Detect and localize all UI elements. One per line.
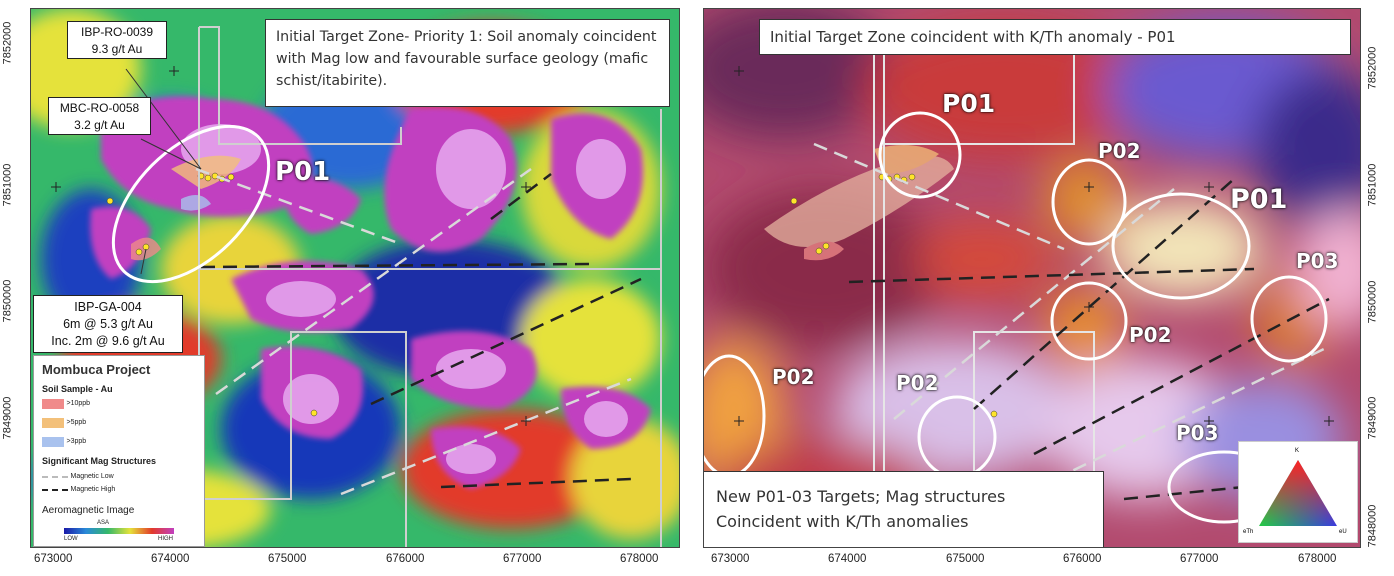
y-tick: 7851000	[1366, 163, 1379, 207]
y-tick: 7848000	[1366, 504, 1379, 548]
y-tick: 7850000	[1, 279, 14, 323]
target-label-p03: P03	[1296, 249, 1339, 273]
legend-line-label: Magnetic High	[70, 486, 116, 494]
target-label-p02: P02	[1098, 139, 1141, 163]
map-legend: Mombuca Project Soil Sample - Au >10ppb …	[33, 355, 205, 547]
map-title: Initial Target Zone- Priority 1: Soil an…	[265, 19, 670, 107]
target-label-p01: P01	[942, 89, 996, 118]
target-label-p02: P02	[896, 371, 939, 395]
x-tick: 677000	[503, 553, 542, 565]
legend-swatch	[42, 436, 64, 447]
target-ellipse	[1051, 158, 1127, 246]
y-tick: 7851000	[1, 163, 14, 207]
legend-soil-heading: Soil Sample - Au	[42, 384, 113, 394]
color-scale-bar	[64, 528, 174, 534]
legend-swatch-label: >3ppb	[66, 438, 87, 446]
legend-swatch	[42, 417, 64, 428]
y-tick: 7849000	[1366, 396, 1379, 440]
legend-swatch	[42, 398, 64, 409]
legend-line-label: Magnetic Low	[70, 473, 114, 481]
legend-scale-high: HIGH	[158, 536, 173, 542]
y-tick: 7850000	[1366, 280, 1379, 324]
drill-intercept-inc: Inc. 2m @ 9.6 g/t Au	[51, 334, 165, 348]
summary-line: New P01-03 Targets; Mag structures	[716, 487, 1006, 506]
x-tick: 677000	[1180, 553, 1219, 565]
ternary-legend: K eTh eU	[1238, 441, 1358, 543]
sample-grade: 9.3 g/t Au	[91, 42, 143, 56]
summary-text-box: New P01-03 Targets; Mag structures Coinc…	[704, 471, 1104, 547]
ternary-top-label: K	[1295, 448, 1300, 454]
legend-mag-item: Magnetic High	[42, 484, 115, 494]
drill-id: IBP-GA-004	[74, 300, 142, 314]
target-label-p01: P01	[275, 157, 331, 187]
legend-soil-item: >5ppb	[42, 417, 86, 428]
sample-label-ibp-ro-0039: IBP-RO-0039 9.3 g/t Au	[67, 21, 167, 59]
drill-label-ibp-ga-004: IBP-GA-004 6m @ 5.3 g/t Au Inc. 2m @ 9.6…	[33, 295, 183, 353]
x-tick: 675000	[946, 553, 985, 565]
legend-aero-heading: Aeromagnetic Image	[42, 505, 135, 516]
sample-grade: 3.2 g/t Au	[74, 118, 125, 132]
ternary-right-label: eU	[1339, 529, 1347, 535]
legend-swatch-label: >5ppb	[66, 419, 87, 427]
sample-id: IBP-RO-0039	[80, 25, 154, 39]
kth-radiometric-map-panel: Initial Target Zone coincident with K/Th…	[703, 8, 1361, 548]
legend-scale-unit: ASA	[97, 520, 110, 526]
y-tick: 7852000	[1, 21, 14, 65]
x-tick: 674000	[828, 553, 867, 565]
dashed-line-icon	[42, 488, 68, 491]
legend-scale-low: LOW	[64, 536, 78, 542]
ternary-left-label: eTh	[1243, 529, 1254, 535]
sample-id: MBC-RO-0058	[59, 101, 140, 115]
legend-soil-item: >10ppb	[42, 398, 90, 409]
legend-title: Mombuca Project	[42, 362, 151, 377]
summary-line: Coincident with K/Th anomalies	[716, 512, 969, 531]
x-tick: 678000	[620, 553, 659, 565]
x-tick: 676000	[1063, 553, 1102, 565]
x-tick: 674000	[151, 553, 190, 565]
x-tick: 678000	[1298, 553, 1337, 565]
sample-label-mbc-ro-0058: MBC-RO-0058 3.2 g/t Au	[48, 97, 151, 135]
target-label-p02: P02	[772, 365, 815, 389]
target-label-p03: P03	[1176, 421, 1219, 445]
legend-mag-item: Magnetic Low	[42, 471, 114, 481]
target-label-p01: P01	[1230, 184, 1288, 215]
legend-mag-heading: Significant Mag Structures	[42, 456, 157, 466]
ternary-triangle-icon	[1259, 460, 1337, 526]
x-tick: 675000	[268, 553, 307, 565]
legend-swatch-label: >10ppb	[66, 400, 91, 408]
drill-intercept: 6m @ 5.3 g/t Au	[63, 317, 153, 331]
target-ellipse	[111, 124, 271, 284]
y-tick: 7849000	[1, 396, 14, 440]
x-tick: 676000	[386, 553, 425, 565]
x-tick: 673000	[34, 553, 73, 565]
dashed-line-icon	[42, 475, 68, 478]
target-ellipse	[878, 111, 962, 199]
legend-soil-item: >3ppb	[42, 436, 86, 447]
y-tick: 7852000	[1366, 46, 1379, 90]
target-label-p02: P02	[1129, 323, 1172, 347]
aeromagnetic-map-panel: Initial Target Zone- Priority 1: Soil an…	[30, 8, 680, 548]
map-title: Initial Target Zone coincident with K/Th…	[759, 19, 1351, 55]
x-tick: 673000	[711, 553, 750, 565]
target-ellipse	[1050, 281, 1128, 361]
target-ellipse	[1250, 275, 1328, 363]
target-ellipse	[1111, 192, 1251, 300]
